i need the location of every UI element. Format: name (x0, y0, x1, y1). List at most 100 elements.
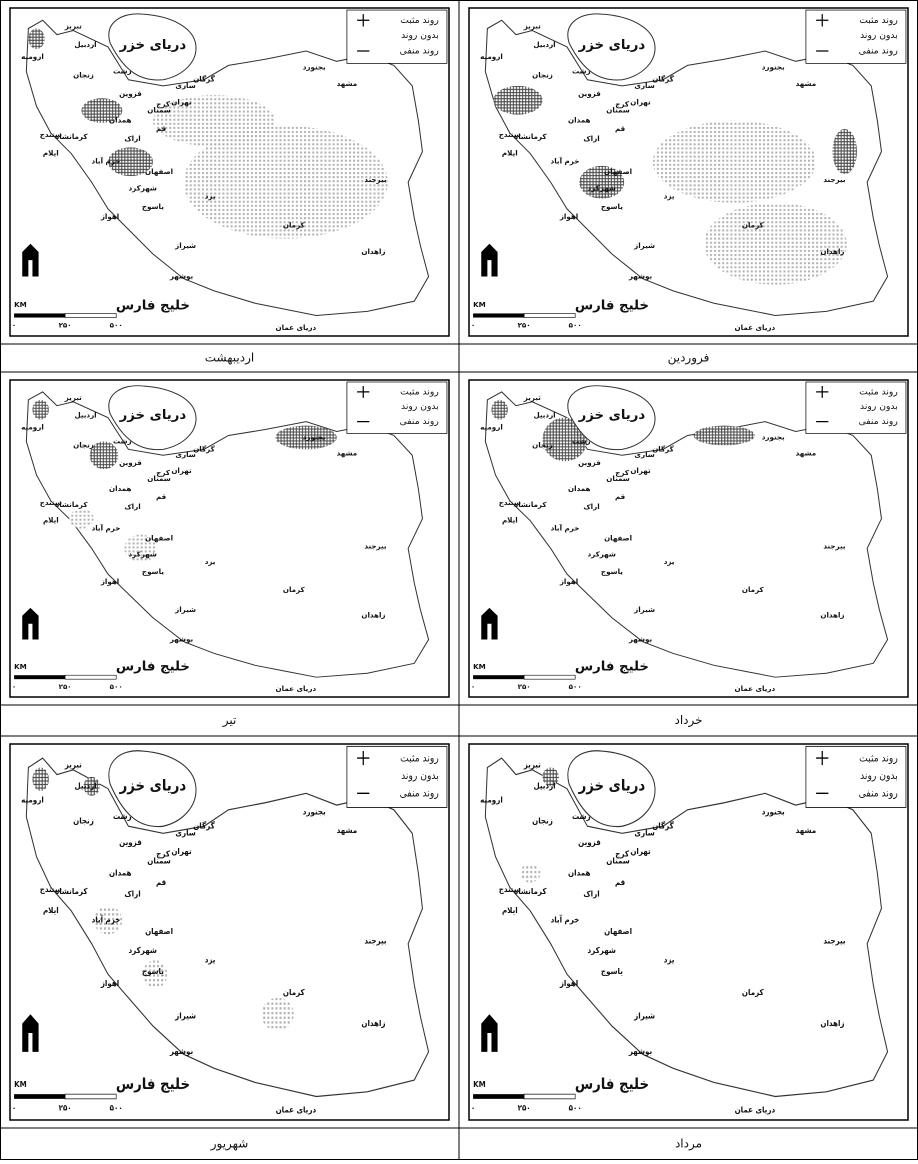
panel: اردیبهشتدریای خزرخلیج فارسدریای عمانتبری… (0, 0, 459, 372)
legend-label: روند مثبت (400, 15, 439, 26)
city-label: ارومیه (21, 423, 44, 432)
city-label: یزد (205, 192, 216, 201)
city-label: اصفهان (604, 167, 632, 176)
city-label: ساری (634, 828, 654, 838)
city-label: رشت (113, 67, 132, 76)
city-label: قزوین (119, 89, 142, 98)
city-label: مشهد (796, 826, 817, 836)
city-label: زاهدان (361, 1018, 385, 1028)
city-label: همدان (568, 484, 591, 493)
city-label: اراک (124, 889, 140, 899)
city-label: ساری (634, 450, 654, 459)
city-label: بجنورد (762, 433, 785, 442)
city-label: بوشهر (628, 1047, 652, 1057)
city-label: اهواز (559, 978, 578, 988)
city-label: ارومیه (21, 795, 44, 805)
legend-label: روند منفی (859, 788, 898, 800)
city-label: تبریز (64, 393, 83, 402)
panel-caption: مرداد (675, 1137, 702, 1152)
city-label: زاهدان (820, 1018, 844, 1028)
city-label: مشهد (337, 826, 358, 836)
city-label: یاسوج (601, 202, 623, 211)
city-label: خرم آباد (551, 523, 580, 533)
sea-label: خلیج فارس (575, 660, 649, 675)
legend-label: روند مثبت (859, 15, 898, 26)
city-label: کرمانشاه (514, 887, 547, 897)
city-label: کرمان (283, 220, 306, 229)
scale-bar (524, 313, 575, 317)
city-label: زنجان (532, 71, 553, 80)
city-label: تبریز (523, 760, 541, 770)
city-label: بوشهر (628, 635, 653, 644)
city-label: مشهد (796, 448, 817, 457)
scale-tick: ۲۵۰ (59, 682, 72, 691)
city-label: تهران (630, 847, 650, 857)
city-label: اصفهان (145, 167, 173, 176)
city-label: تبریز (64, 21, 82, 30)
city-label: اردبیل (74, 411, 96, 420)
city-label: تبریز (523, 393, 542, 402)
city-label: کرمان (283, 988, 305, 998)
sea-label: دریای عمان (276, 323, 317, 332)
legend-label: بدون روند (401, 402, 439, 412)
city-label: بیرجند (364, 542, 387, 551)
city-label: کرمان (742, 220, 765, 229)
city-label: کرمان (742, 585, 765, 594)
panel: مرداددریای خزرخلیج فارسدریای عمانتبریزار… (459, 736, 918, 1160)
city-label: سمنان (147, 105, 171, 114)
city-label: یزد (664, 557, 675, 566)
city-label: زاهدان (820, 611, 844, 620)
city-label: بیرجند (823, 542, 846, 551)
city-label: گرگان (652, 444, 674, 453)
legend-label: روند منفی (859, 46, 898, 57)
legend-label: روند مثبت (859, 753, 898, 765)
sea-label: دریای عمان (276, 1105, 317, 1115)
city-label: بوشهر (169, 272, 194, 281)
legend-label: بدون روند (860, 402, 898, 412)
city-label: گرگان (193, 75, 215, 84)
city-label: قم (156, 877, 166, 887)
scale-tick: ۰ (12, 682, 16, 691)
city-label: اردبیل (74, 40, 96, 49)
city-label: همدان (568, 116, 590, 125)
city-label: گرگان (193, 444, 215, 453)
city-label: همدان (109, 868, 131, 878)
sea-label: دریای خزر (578, 408, 646, 423)
city-label: شهرکرد (588, 945, 616, 955)
legend-label: بدون روند (401, 770, 439, 782)
city-label: بوشهر (169, 1047, 193, 1057)
trend-area (491, 400, 507, 420)
scale-unit: KM (473, 1079, 486, 1089)
city-label: کرمان (283, 585, 306, 594)
scale-unit: KM (14, 1079, 27, 1089)
city-label: قم (615, 492, 626, 501)
city-label: خرم آباد (551, 156, 580, 166)
panel-caption: فروردین (668, 351, 710, 366)
legend-label: روند منفی (859, 417, 898, 427)
city-label: قزوین (578, 837, 601, 847)
trend-area (653, 121, 816, 203)
city-label: خرم آباد (551, 914, 580, 925)
scale-bar (473, 1094, 524, 1099)
city-label: اصفهان (145, 927, 173, 937)
panel-caption: اردیبهشت (205, 351, 254, 366)
city-label: مشهد (337, 79, 358, 88)
city-label: ایلام (43, 906, 59, 916)
city-label: اهواز (100, 212, 119, 221)
city-label: بیرجند (823, 175, 846, 184)
city-label: تهران (630, 466, 651, 475)
sea-label: دریای خزر (578, 778, 646, 795)
scale-tick: ۲۵۰ (518, 321, 531, 330)
city-label: بوشهر (169, 635, 194, 644)
city-label: اهواز (559, 577, 578, 586)
panel: شهریوردریای خزرخلیج فارسدریای عمانتبریزا… (0, 736, 459, 1160)
city-label: زاهدان (361, 611, 385, 620)
city-label: اصفهان (145, 534, 173, 543)
city-label: اراک (583, 889, 599, 899)
city-label: بجنورد (303, 62, 326, 71)
city-label: شیراز (633, 241, 655, 250)
scale-tick: ۵۰۰ (110, 1103, 123, 1113)
city-label: شیراز (633, 605, 655, 614)
city-label: خرم آباد (92, 523, 121, 533)
